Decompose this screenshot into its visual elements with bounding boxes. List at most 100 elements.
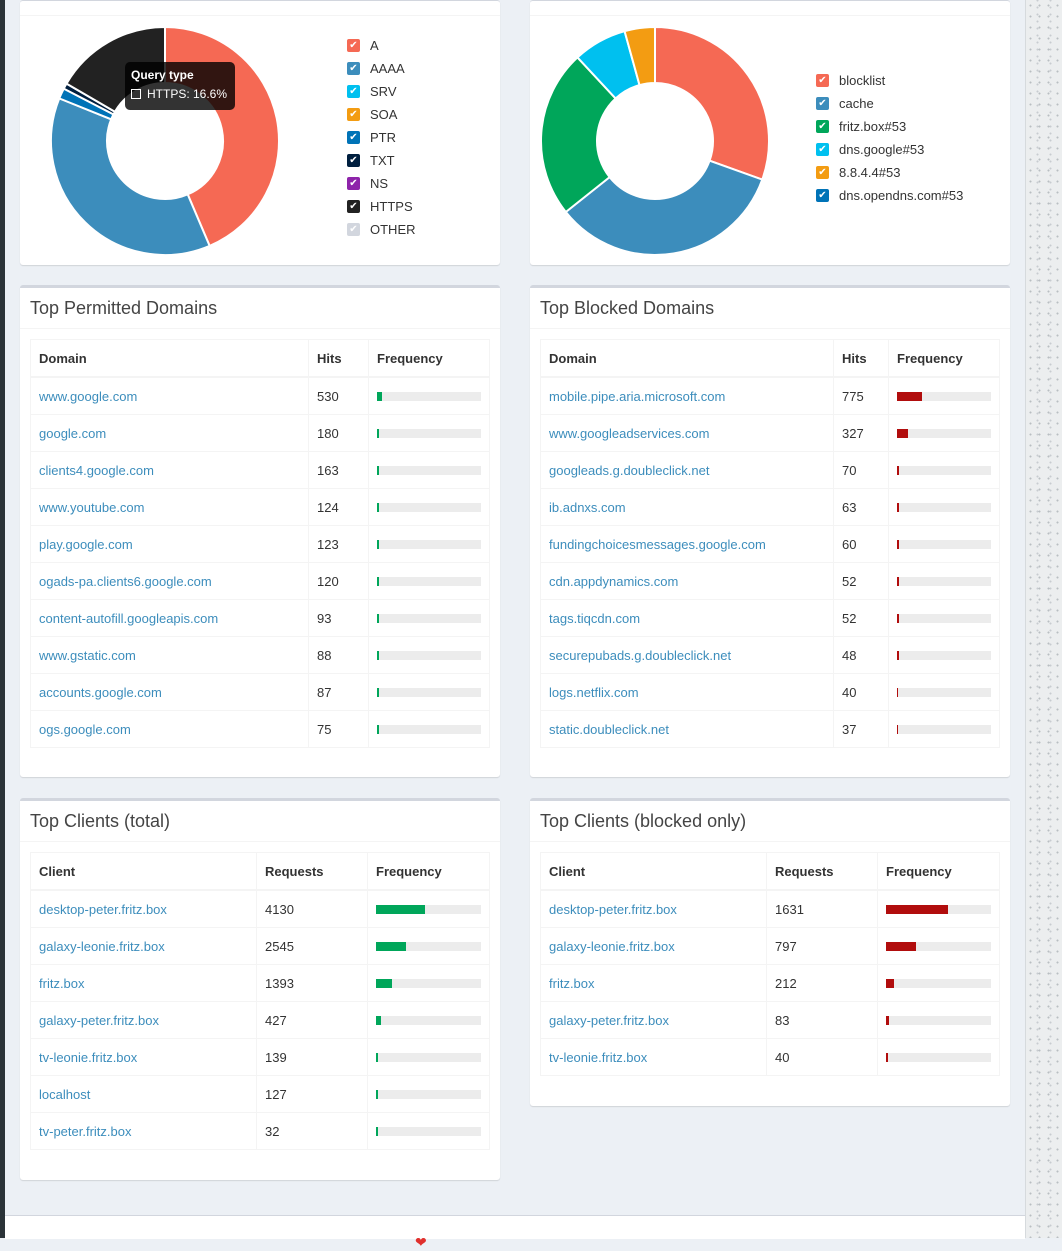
donut-slice-cache[interactable]: [564, 159, 764, 256]
tooltip-swatch: [131, 89, 141, 99]
legend-item[interactable]: ✔ NS: [347, 172, 416, 195]
row-count: 1393: [256, 964, 368, 1002]
legend-checkbox-icon[interactable]: ✔: [816, 120, 829, 133]
legend-item[interactable]: ✔ PTR: [347, 126, 416, 149]
legend-item[interactable]: ✔ dns.opendns.com#53: [816, 184, 963, 207]
column-header[interactable]: Requests: [766, 852, 878, 891]
row-link[interactable]: clients4.google.com: [39, 462, 154, 478]
legend-checkbox-icon[interactable]: ✔: [347, 177, 360, 190]
legend-item[interactable]: ✔ HTTPS: [347, 195, 416, 218]
row-link[interactable]: desktop-peter.fritz.box: [549, 901, 677, 917]
donut-slice-fritz-box-53[interactable]: [540, 55, 617, 214]
top-blocked-domains-box: Top Blocked Domains Domain Hits Frequenc…: [530, 285, 1010, 777]
column-header[interactable]: Hits: [308, 339, 369, 378]
row-link[interactable]: localhost: [39, 1086, 91, 1102]
row-link[interactable]: static.doubleclick.net: [549, 721, 669, 737]
legend-item[interactable]: ✔ A: [347, 34, 416, 57]
upstreams-donut[interactable]: [530, 1, 830, 266]
column-header[interactable]: Domain: [30, 339, 309, 378]
row-link[interactable]: accounts.google.com: [39, 684, 162, 700]
column-header[interactable]: Requests: [256, 852, 368, 891]
row-link[interactable]: ogads-pa.clients6.google.com: [39, 573, 212, 589]
column-header[interactable]: Frequency: [368, 339, 490, 378]
row-link[interactable]: ogs.google.com: [39, 721, 131, 737]
column-header[interactable]: Hits: [833, 339, 889, 378]
table-row: mobile.pipe.aria.microsoft.com 775: [540, 376, 1000, 415]
frequency-bar-fill: [897, 687, 899, 697]
query-types-box: ✔ A ✔ AAAA ✔ SRV ✔ SOA ✔ PTR ✔ TXT ✔ NS ✔ HTTPS ✔ OTHER Q…: [20, 0, 500, 265]
row-link[interactable]: logs.netflix.com: [549, 684, 639, 700]
row-link[interactable]: play.google.com: [39, 536, 133, 552]
row-link[interactable]: galaxy-leonie.fritz.box: [39, 938, 165, 954]
legend-checkbox-icon[interactable]: ✔: [347, 223, 360, 236]
column-header[interactable]: Domain: [540, 339, 834, 378]
legend-item[interactable]: ✔ fritz.box#53: [816, 115, 963, 138]
legend-item[interactable]: ✔ TXT: [347, 149, 416, 172]
legend-checkbox-icon[interactable]: ✔: [816, 74, 829, 87]
row-link[interactable]: tv-leonie.fritz.box: [39, 1049, 138, 1065]
row-count: 32: [256, 1112, 368, 1150]
legend-item[interactable]: ✔ blocklist: [816, 69, 963, 92]
column-header[interactable]: Frequency: [877, 852, 1000, 891]
row-link[interactable]: tags.tiqcdn.com: [549, 610, 641, 626]
row-link[interactable]: content-autofill.googleapis.com: [39, 610, 219, 626]
legend-checkbox-icon[interactable]: ✔: [816, 143, 829, 156]
legend-checkbox-icon[interactable]: ✔: [347, 85, 360, 98]
table-row: galaxy-peter.fritz.box 83: [540, 1001, 1000, 1039]
row-count: 775: [833, 376, 889, 415]
row-link[interactable]: desktop-peter.fritz.box: [39, 901, 167, 917]
legend-checkbox-icon[interactable]: ✔: [816, 166, 829, 179]
legend-item[interactable]: ✔ OTHER: [347, 218, 416, 241]
column-header[interactable]: Client: [30, 852, 257, 891]
row-link[interactable]: ib.adnxs.com: [549, 499, 626, 515]
legend-item[interactable]: ✔ 8.8.4.4#53: [816, 161, 963, 184]
row-link[interactable]: www.youtube.com: [39, 499, 145, 515]
legend-checkbox-icon[interactable]: ✔: [816, 97, 829, 110]
row-count: 1631: [766, 889, 878, 928]
legend-checkbox-icon[interactable]: ✔: [347, 108, 360, 121]
row-link[interactable]: www.googleadservices.com: [549, 425, 710, 441]
legend-checkbox-icon[interactable]: ✔: [347, 154, 360, 167]
query-types-donut[interactable]: [20, 1, 320, 266]
row-count: 60: [833, 525, 889, 563]
legend-item[interactable]: ✔ dns.google#53: [816, 138, 963, 161]
row-link[interactable]: tv-leonie.fritz.box: [549, 1049, 648, 1065]
frequency-bar-fill: [376, 978, 393, 988]
row-link[interactable]: cdn.appdynamics.com: [549, 573, 679, 589]
clients-blocked-table: Client Requests Frequency desktop-peter.…: [540, 852, 1000, 1076]
legend-checkbox-icon[interactable]: ✔: [347, 62, 360, 75]
legend-item[interactable]: ✔ AAAA: [347, 57, 416, 80]
donut-slice-8-8-4-4-53[interactable]: [623, 25, 656, 87]
legend-label: NS: [370, 176, 389, 191]
legend-item[interactable]: ✔ cache: [816, 92, 963, 115]
row-link[interactable]: www.gstatic.com: [39, 647, 136, 663]
row-link[interactable]: fritz.box: [39, 975, 85, 991]
row-link[interactable]: galaxy-peter.fritz.box: [549, 1012, 669, 1028]
legend-checkbox-icon[interactable]: ✔: [347, 39, 360, 52]
column-header[interactable]: Frequency: [888, 339, 1000, 378]
row-link[interactable]: mobile.pipe.aria.microsoft.com: [549, 388, 726, 404]
legend-checkbox-icon[interactable]: ✔: [347, 200, 360, 213]
row-link[interactable]: galaxy-peter.fritz.box: [39, 1012, 159, 1028]
column-header[interactable]: Frequency: [367, 852, 490, 891]
row-link[interactable]: www.google.com: [39, 388, 138, 404]
frequency-bar: [376, 978, 481, 988]
table-row: tv-leonie.fritz.box 139: [30, 1038, 490, 1076]
row-link[interactable]: fritz.box: [549, 975, 595, 991]
column-header[interactable]: Client: [540, 852, 767, 891]
frequency-bar-fill: [377, 502, 379, 512]
row-link[interactable]: google.com: [39, 425, 107, 441]
frequency-bar-fill: [377, 391, 382, 401]
permitted-domains-table: Domain Hits Frequency www.google.com 530 g…: [30, 339, 490, 748]
legend-checkbox-icon[interactable]: ✔: [816, 189, 829, 202]
legend-item[interactable]: ✔ SOA: [347, 103, 416, 126]
row-link[interactable]: galaxy-leonie.fritz.box: [549, 938, 675, 954]
legend-checkbox-icon[interactable]: ✔: [347, 131, 360, 144]
donut-slice-blocklist[interactable]: [654, 25, 770, 181]
donut-slice-aaaa[interactable]: [50, 97, 211, 256]
row-link[interactable]: securepubads.g.doubleclick.net: [549, 647, 732, 663]
row-link[interactable]: googleads.g.doubleclick.net: [549, 462, 710, 478]
legend-item[interactable]: ✔ SRV: [347, 80, 416, 103]
row-link[interactable]: tv-peter.fritz.box: [39, 1123, 132, 1139]
row-link[interactable]: fundingchoicesmessages.google.com: [549, 536, 766, 552]
